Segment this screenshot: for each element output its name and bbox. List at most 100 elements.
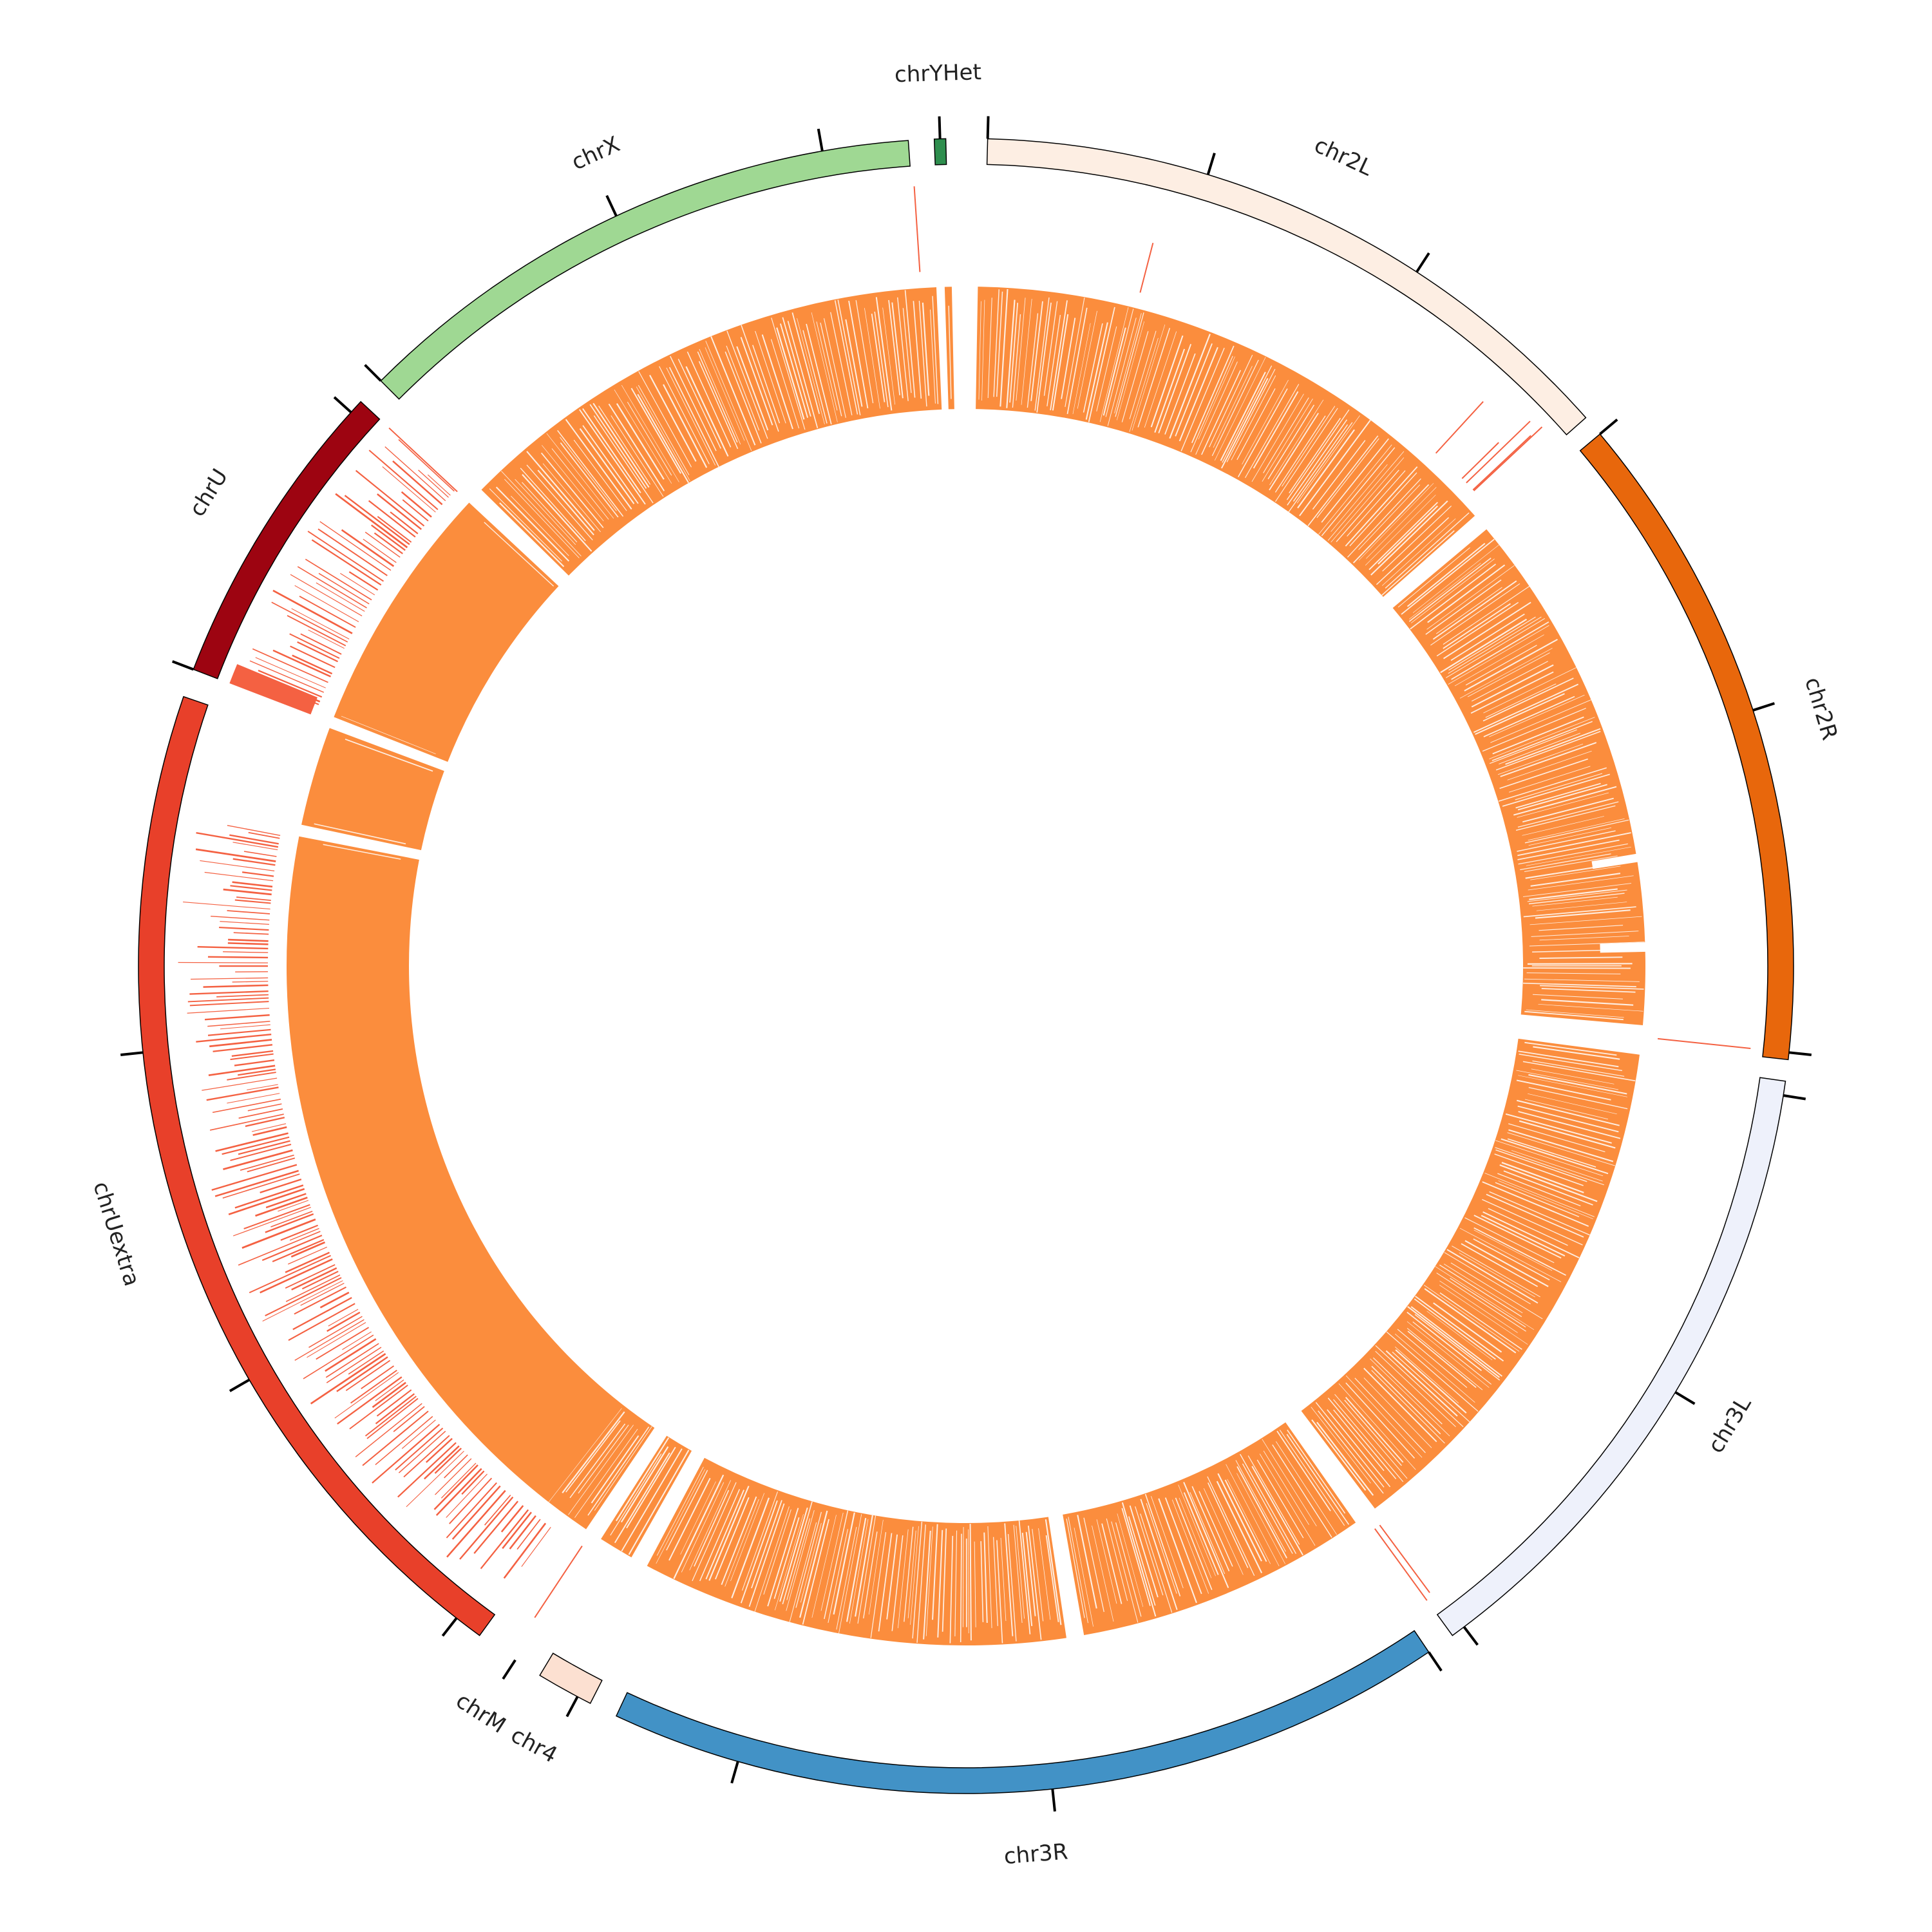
scatter-line-215 [398, 439, 455, 492]
heat-texture-line-118 [1410, 558, 1495, 623]
scatter-line-209 [382, 466, 436, 513]
heat-texture-line-554 [710, 336, 756, 446]
heat-texture-line-14 [1036, 302, 1052, 413]
label-chr2l: chr2L [1311, 132, 1377, 181]
label-chr3r: chr3R [1003, 1839, 1068, 1870]
scatter-line-158 [195, 848, 276, 862]
heat-texture-line-208 [1523, 967, 1631, 969]
heat-texture-line-54 [1209, 354, 1253, 448]
scatter-line-98 [223, 1149, 293, 1170]
scatter-line-4 [502, 1511, 532, 1549]
heat-segment-3 [1063, 1422, 1356, 1635]
heat-texture-line-62 [1231, 375, 1276, 460]
heat-texture-line-56 [1211, 359, 1259, 457]
heat-texture-line-172 [1517, 792, 1609, 818]
heat-texture-line-526 [589, 404, 647, 489]
heat-segment-8 [334, 502, 559, 762]
scatter-line-17 [433, 1464, 478, 1510]
heat-texture-line-472 [668, 1477, 711, 1561]
scatter-line-119 [231, 1050, 274, 1057]
scatter-line-0 [521, 1527, 551, 1567]
heat-texture-line-323 [1315, 1402, 1385, 1488]
heat-texture-line-234 [1517, 1105, 1619, 1133]
heat-texture-line-378 [1101, 1523, 1122, 1604]
scatter-line-205 [377, 493, 422, 530]
scatter-line-180 [291, 608, 350, 639]
heat-texture-line-360 [1175, 1497, 1213, 1590]
scatter-line-20 [444, 1454, 468, 1479]
scatter-spike-5 [1473, 426, 1543, 491]
scatter-line-80 [289, 1227, 319, 1241]
heat-texture-line-261 [1481, 1215, 1566, 1257]
heat-texture-line-574 [811, 312, 838, 422]
heat-texture-line-417 [916, 1524, 926, 1643]
heat-texture-line-181 [1517, 832, 1631, 857]
scatter-line-8 [459, 1496, 514, 1560]
heat-texture-line-523 [579, 409, 646, 505]
heat-texture-line-538 [638, 384, 690, 475]
heat-texture-line-35 [1121, 331, 1149, 422]
heat-texture-line-579 [834, 300, 858, 415]
tick-chr3l-0 [1783, 1094, 1806, 1101]
heat-texture-line-80 [1293, 424, 1349, 502]
heat-texture-line-217 [1526, 1009, 1624, 1018]
heat-texture-line-534 [621, 384, 679, 482]
scatter-line-18 [440, 1463, 477, 1499]
scatter-line-150 [236, 896, 271, 901]
heat-texture-line-505 [522, 482, 578, 543]
heat-texture-line-125 [1430, 583, 1520, 646]
tick-chruextra-0 [441, 1617, 458, 1637]
scatter-line-31 [375, 1416, 433, 1466]
heat-texture-line-77 [1289, 417, 1341, 494]
heat-texture-line-464 [705, 1490, 744, 1580]
heat-texture-line-96 [1345, 466, 1418, 547]
heat-texture-line-539 [638, 371, 692, 468]
heat-texture-line-529 [611, 415, 664, 497]
heat-texture-line-130 [1450, 613, 1525, 661]
scatter-line-102 [215, 1132, 289, 1152]
heat-texture-line-564 [770, 339, 800, 429]
scatter-line-153 [232, 881, 273, 888]
scatter-line-141 [227, 942, 269, 945]
heat-texture-line-466 [692, 1482, 737, 1582]
heat-texture-line-216 [1538, 1004, 1643, 1012]
heat-texture-line-387 [1045, 1535, 1059, 1622]
heat-segment-7 [301, 728, 444, 851]
heat-texture-line-584 [864, 308, 880, 409]
heat-texture-line-535 [630, 388, 681, 474]
heat-texture-line-240 [1507, 1132, 1616, 1166]
heat-texture-line-10 [1021, 298, 1032, 405]
scatter-line-82 [242, 1218, 316, 1249]
heat-texture-line-514 [551, 448, 609, 520]
tick-chr3r-2 [730, 1761, 739, 1784]
heat-texture-line-296 [1407, 1331, 1477, 1388]
heat-texture-line-241 [1507, 1138, 1596, 1168]
heat-texture-line-185 [1520, 853, 1611, 871]
heat-texture-line-66 [1245, 384, 1300, 478]
scatter-line-115 [238, 1068, 276, 1076]
scatter-spike-2 [1461, 442, 1499, 479]
scatter-line-62 [292, 1297, 352, 1331]
scatter-line-45 [361, 1365, 395, 1390]
scatter-line-149 [234, 899, 271, 904]
heat-texture-line-34 [1117, 321, 1144, 421]
heat-texture-line-324 [1318, 1410, 1384, 1494]
heat-texture-line-450 [773, 1517, 800, 1599]
heat-texture-line-180 [1517, 830, 1616, 852]
scatter-line-89 [265, 1193, 307, 1209]
heat-texture-line-544 [668, 366, 719, 468]
heat-texture-line-463 [708, 1486, 750, 1581]
heat-texture-line-206 [1527, 963, 1633, 965]
heat-texture-line-270 [1452, 1245, 1540, 1298]
heat-texture-line-284 [1424, 1288, 1517, 1354]
heat-texture-line-496 [341, 715, 436, 755]
heat-texture-line-197 [1523, 906, 1636, 918]
heat-texture-line-99 [1358, 484, 1421, 551]
heat-texture-line-478 [626, 1446, 676, 1529]
heat-texture-line-391 [1025, 1531, 1036, 1616]
scatter-spike-9 [534, 1546, 583, 1618]
heat-texture-line-42 [1154, 348, 1186, 433]
heat-texture-line-4 [996, 291, 1003, 397]
heat-texture-line-334 [1262, 1439, 1317, 1527]
heat-gap-0 [1591, 853, 1639, 869]
